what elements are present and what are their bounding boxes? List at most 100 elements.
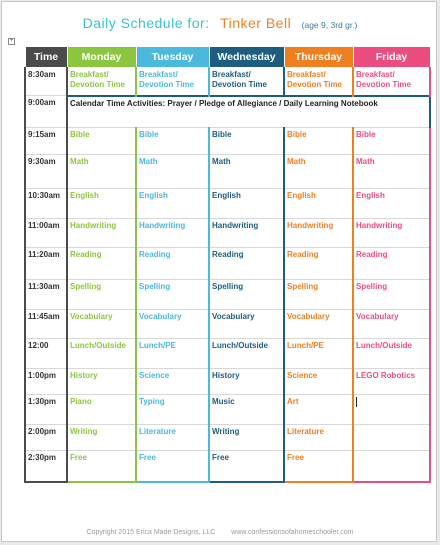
- subject-cell-wed[interactable]: English: [209, 188, 285, 219]
- subject-cell-thu[interactable]: Spelling: [284, 279, 354, 310]
- subject-cell-tue[interactable]: Free: [136, 450, 210, 483]
- subject-cell-thu[interactable]: Lunch/PE: [284, 338, 354, 369]
- subject-cell-tue[interactable]: Typing: [136, 394, 210, 425]
- table-row: 2:30pm Free Free Free Free: [24, 450, 431, 483]
- subject-cell-thu[interactable]: Science: [284, 368, 354, 395]
- subject-cell-fri[interactable]: Spelling: [353, 279, 431, 310]
- subject-cell-fri[interactable]: Reading: [353, 247, 431, 280]
- time-cell[interactable]: 9:30am: [24, 154, 68, 189]
- subject-cell-tue[interactable]: Vocabulary: [136, 309, 210, 339]
- time-cell[interactable]: 11:20am: [24, 247, 68, 280]
- subject-cell-thu[interactable]: Free: [284, 450, 354, 483]
- time-cell[interactable]: 10:30am: [24, 188, 68, 219]
- subject-cell-tue[interactable]: Breakfast/ Devotion Time: [136, 67, 210, 96]
- calendar-activities-cell[interactable]: Calendar Time Activities: Prayer / Pledg…: [66, 94, 431, 128]
- subject-cell-tue[interactable]: Literature: [136, 424, 210, 451]
- time-cell[interactable]: 8:30am: [24, 67, 68, 96]
- time-cell[interactable]: 9:00am: [24, 95, 68, 128]
- subject-cell-tue[interactable]: Math: [136, 154, 210, 189]
- table-move-handle-icon[interactable]: +: [8, 38, 15, 45]
- subject-cell-tue[interactable]: Lunch/PE: [136, 338, 210, 369]
- subject-cell-thu[interactable]: Literature: [284, 424, 354, 451]
- subject-cell-fri[interactable]: [353, 450, 431, 483]
- subject-cell-tue[interactable]: Handwriting: [136, 218, 210, 248]
- table-header-row: Time Monday Tuesday Wednesday Thursday F…: [24, 46, 431, 68]
- subject-cell-thu[interactable]: Breakfast/ Devotion Time: [284, 67, 354, 96]
- table-row: 11:00am Handwriting Handwriting Handwriting…: [24, 218, 431, 248]
- subject-cell-wed[interactable]: Bible: [209, 127, 285, 155]
- page-footer: Copyright 2015 Erica Made Designs, LLC w…: [2, 529, 438, 536]
- subject-cell-mon[interactable]: Reading: [67, 247, 137, 280]
- table-row: 11:30am Spelling Spelling Spelling Spelling S…: [24, 279, 431, 310]
- subject-cell-wed[interactable]: Reading: [209, 247, 285, 280]
- time-cell[interactable]: 12:00: [24, 338, 68, 369]
- calendar-activities-label: Calendar Time Activities:: [70, 98, 166, 108]
- subject-cell-mon[interactable]: Free: [67, 450, 137, 483]
- subject-cell-tue[interactable]: Science: [136, 368, 210, 395]
- time-cell[interactable]: 1:30pm: [24, 394, 68, 425]
- subject-cell-wed[interactable]: Math: [209, 154, 285, 189]
- subject-cell-fri[interactable]: [353, 394, 431, 425]
- time-cell[interactable]: 1:00pm: [24, 368, 68, 395]
- subject-cell-wed[interactable]: Writing: [209, 424, 285, 451]
- subject-cell-mon[interactable]: English: [67, 188, 137, 219]
- subject-cell-wed[interactable]: Music: [209, 394, 285, 425]
- student-name[interactable]: Tinker Bell: [220, 15, 292, 31]
- subject-cell-tue[interactable]: Reading: [136, 247, 210, 280]
- schedule-table: Time Monday Tuesday Wednesday Thursday F…: [24, 46, 431, 483]
- subject-cell-tue[interactable]: Bible: [136, 127, 210, 155]
- subject-cell-fri[interactable]: Lunch/Outside: [353, 338, 431, 369]
- subject-cell-mon[interactable]: Writing: [67, 424, 137, 451]
- subject-cell-mon[interactable]: Bible: [67, 127, 137, 155]
- subject-cell-wed[interactable]: Vocabulary: [209, 309, 285, 339]
- subject-cell-tue[interactable]: English: [136, 188, 210, 219]
- subject-cell-thu[interactable]: Bible: [284, 127, 354, 155]
- subject-cell-wed[interactable]: Spelling: [209, 279, 285, 310]
- subject-cell-tue[interactable]: Spelling: [136, 279, 210, 310]
- column-header-wednesday: Wednesday: [208, 46, 285, 68]
- subject-cell-fri[interactable]: Bible: [353, 127, 431, 155]
- subject-cell-wed[interactable]: Handwriting: [209, 218, 285, 248]
- subject-cell-fri[interactable]: LEGO Robotics: [353, 368, 431, 395]
- subject-cell-wed[interactable]: Free: [209, 450, 285, 483]
- subject-cell-wed[interactable]: Lunch/Outside: [209, 338, 285, 369]
- subject-cell-mon[interactable]: Lunch/Outside: [67, 338, 137, 369]
- time-cell[interactable]: 2:30pm: [24, 450, 68, 483]
- subject-cell-mon[interactable]: History: [67, 368, 137, 395]
- table-row: 2:00pm Writing Literature Writing Literature: [24, 424, 431, 451]
- subject-cell-thu[interactable]: Vocabulary: [284, 309, 354, 339]
- table-row: 10:30am English English English English Engli…: [24, 188, 431, 219]
- subject-cell-mon[interactable]: Vocabulary: [67, 309, 137, 339]
- subject-cell-thu[interactable]: Handwriting: [284, 218, 354, 248]
- subject-cell-wed[interactable]: Breakfast/ Devotion Time: [209, 67, 285, 96]
- subject-cell-fri[interactable]: [353, 424, 431, 451]
- subject-cell-mon[interactable]: Piano: [67, 394, 137, 425]
- time-cell[interactable]: 9:15am: [24, 127, 68, 155]
- subject-cell-thu[interactable]: English: [284, 188, 354, 219]
- subject-cell-thu[interactable]: Art: [284, 394, 354, 425]
- subject-cell-thu[interactable]: Reading: [284, 247, 354, 280]
- subject-cell-fri[interactable]: English: [353, 188, 431, 219]
- time-cell[interactable]: 11:00am: [24, 218, 68, 248]
- copyright-text: Copyright 2015 Erica Made Designs, LLC: [86, 529, 216, 536]
- time-cell[interactable]: 2:00pm: [24, 424, 68, 451]
- subject-cell-fri[interactable]: Breakfast/ Devotion Time: [353, 67, 431, 96]
- column-header-time: Time: [24, 46, 68, 68]
- subject-cell-mon[interactable]: Handwriting: [67, 218, 137, 248]
- column-header-monday: Monday: [66, 46, 137, 68]
- subject-cell-fri[interactable]: Math: [353, 154, 431, 189]
- table-row: 11:45am Vocabulary Vocabulary Vocabulary Voc…: [24, 309, 431, 339]
- student-age[interactable]: (age 9, 3rd gr.): [301, 20, 358, 30]
- subject-cell-mon[interactable]: Breakfast/ Devotion Time: [67, 67, 137, 96]
- subject-cell-thu[interactable]: Math: [284, 154, 354, 189]
- time-cell[interactable]: 11:45am: [24, 309, 68, 339]
- table-row: 1:30pm Piano Typing Music Art: [24, 394, 431, 425]
- subject-cell-fri[interactable]: Handwriting: [353, 218, 431, 248]
- subject-cell-fri[interactable]: Vocabulary: [353, 309, 431, 339]
- subject-cell-wed[interactable]: History: [209, 368, 285, 395]
- subject-cell-mon[interactable]: Math: [67, 154, 137, 189]
- subject-cell-mon[interactable]: Spelling: [67, 279, 137, 310]
- page-header: Daily Schedule for: Tinker Bell (age 9, …: [2, 15, 438, 33]
- table-row: 11:20am Reading Reading Reading Reading Readi…: [24, 247, 431, 280]
- time-cell[interactable]: 11:30am: [24, 279, 68, 310]
